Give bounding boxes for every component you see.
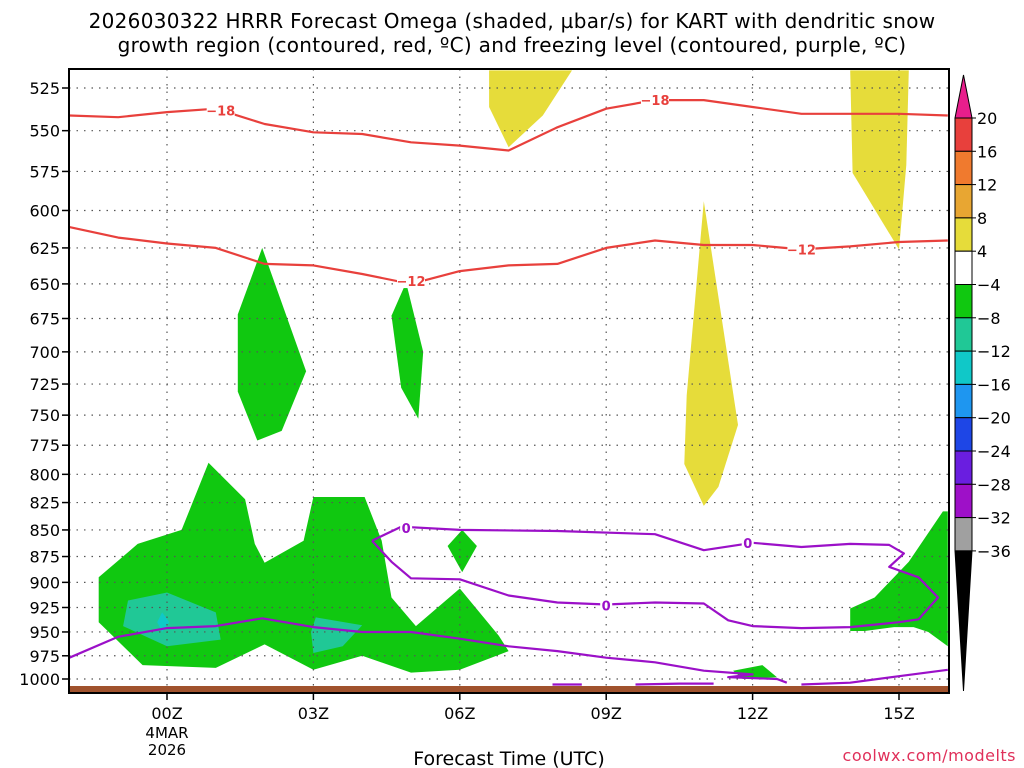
colorbar-label: −16 bbox=[977, 375, 1011, 394]
freezing-contour-1 bbox=[371, 525, 940, 630]
y-tick-label: 925 bbox=[29, 598, 60, 617]
credit-text: coolwx.com/modelts bbox=[843, 746, 1016, 765]
x-tick-label: 03Z bbox=[298, 704, 329, 723]
x-axis-label: Forecast Time (UTC) bbox=[413, 748, 604, 768]
y-tick-label: 775 bbox=[29, 436, 60, 455]
colorbar-segment-7 bbox=[954, 350, 973, 385]
dgz-contour-label: −18 bbox=[206, 104, 235, 119]
colorbar-segment-3 bbox=[954, 217, 973, 252]
colorbar-label: 16 bbox=[977, 142, 997, 161]
omega-region-6 bbox=[447, 529, 477, 573]
omega-region-2 bbox=[684, 201, 738, 506]
colorbar-label: −24 bbox=[977, 442, 1011, 461]
colorbar-label: 8 bbox=[977, 209, 987, 228]
colorbar-segment-6 bbox=[954, 317, 973, 352]
dgz-contour-label: −12 bbox=[787, 243, 816, 258]
y-tick-label: 675 bbox=[29, 310, 60, 329]
colorbar-top-arrow bbox=[954, 74, 973, 119]
freezing-contour-2 bbox=[801, 668, 948, 686]
freezing-contour-label-bg bbox=[741, 534, 754, 550]
y-tick-label: 850 bbox=[29, 521, 60, 540]
omega-region-0 bbox=[489, 70, 572, 148]
freezing-contour-label-bg bbox=[600, 597, 613, 613]
x-tick-label: 12Z bbox=[737, 704, 768, 723]
y-tick-label: 950 bbox=[29, 623, 60, 642]
colorbar-label: −8 bbox=[977, 309, 1001, 328]
plot-frame bbox=[68, 68, 950, 694]
y-tick-label: 600 bbox=[29, 201, 60, 220]
y-tick-label: 725 bbox=[29, 375, 60, 394]
colorbar-label: 12 bbox=[977, 176, 997, 195]
colorbar-segment-5 bbox=[954, 284, 973, 319]
x-tick-label: 06Z bbox=[444, 704, 475, 723]
dgz-contour-label: −18 bbox=[641, 94, 670, 109]
y-tick-label: 900 bbox=[29, 573, 60, 592]
freezing-contour-label: 0 bbox=[402, 522, 411, 537]
freezing-contour-label: 0 bbox=[743, 537, 752, 552]
colorbar-segment-8 bbox=[954, 383, 973, 419]
colorbar-segment-12 bbox=[954, 517, 973, 552]
dgz-contour-label: −12 bbox=[397, 275, 426, 290]
colorbar-segment-2 bbox=[954, 184, 973, 219]
dgz-contour-label-bg bbox=[787, 241, 816, 257]
x-tick-label: 15Z bbox=[883, 704, 914, 723]
omega-region-1 bbox=[850, 70, 909, 250]
dgz-contour-label-bg bbox=[397, 273, 425, 289]
y-tick-label: 525 bbox=[29, 79, 60, 98]
y-tick-label: 825 bbox=[29, 494, 60, 513]
colorbar-label: −36 bbox=[977, 542, 1011, 561]
chart-title-line-2: growth region (contoured, red, ºC) and f… bbox=[118, 33, 907, 57]
freezing-contour-label: 0 bbox=[602, 600, 611, 615]
terrain-strip bbox=[69, 686, 949, 693]
colorbar-segment-9 bbox=[954, 417, 973, 452]
y-tick-label: 650 bbox=[29, 275, 60, 294]
colorbar-bottom-arrow bbox=[954, 550, 973, 692]
colorbar-label: −12 bbox=[977, 342, 1011, 361]
freezing-contour-label-bg bbox=[400, 519, 413, 535]
freezing-contour-4 bbox=[635, 682, 714, 686]
y-tick-label: 1000 bbox=[19, 670, 60, 689]
colorbar-segment-11 bbox=[954, 483, 973, 519]
omega-region-10 bbox=[311, 617, 363, 653]
omega-region-9 bbox=[123, 592, 221, 647]
y-tick-label: 575 bbox=[29, 162, 60, 181]
y-tick-label: 800 bbox=[29, 465, 60, 484]
x-tick-date: 4MAR bbox=[145, 724, 188, 742]
y-tick-label: 550 bbox=[29, 122, 60, 141]
y-tick-label: 750 bbox=[29, 406, 60, 425]
dgz-contour-label-bg bbox=[641, 92, 669, 108]
y-tick-label: 975 bbox=[29, 647, 60, 666]
colorbar-segment-0 bbox=[954, 117, 973, 152]
x-tick-label: 09Z bbox=[591, 704, 622, 723]
colorbar-label: −4 bbox=[977, 276, 1001, 295]
chart-title-line-1: 2026030322 HRRR Forecast Omega (shaded, … bbox=[89, 9, 936, 33]
colorbar-label: 20 bbox=[977, 109, 997, 128]
colorbar-label: 4 bbox=[977, 242, 987, 261]
y-tick-label: 700 bbox=[29, 343, 60, 362]
colorbar-segment-4 bbox=[954, 250, 973, 285]
colorbar-label: −32 bbox=[977, 509, 1011, 528]
colorbar-label: −20 bbox=[977, 409, 1011, 428]
colorbar-segment-10 bbox=[954, 450, 973, 485]
omega-region-4 bbox=[391, 282, 424, 419]
y-tick-label: 875 bbox=[29, 548, 60, 567]
omega-region-11 bbox=[157, 612, 170, 632]
x-tick-label: 00Z bbox=[151, 704, 182, 723]
colorbar-label: −28 bbox=[977, 475, 1011, 494]
colorbar-segment-1 bbox=[954, 150, 973, 186]
omega-region-3 bbox=[237, 247, 307, 441]
y-tick-label: 625 bbox=[29, 239, 60, 258]
freezing-contour-0 bbox=[69, 617, 788, 684]
dgz-contour-label-bg bbox=[206, 102, 235, 118]
x-tick-year: 2026 bbox=[148, 741, 186, 759]
